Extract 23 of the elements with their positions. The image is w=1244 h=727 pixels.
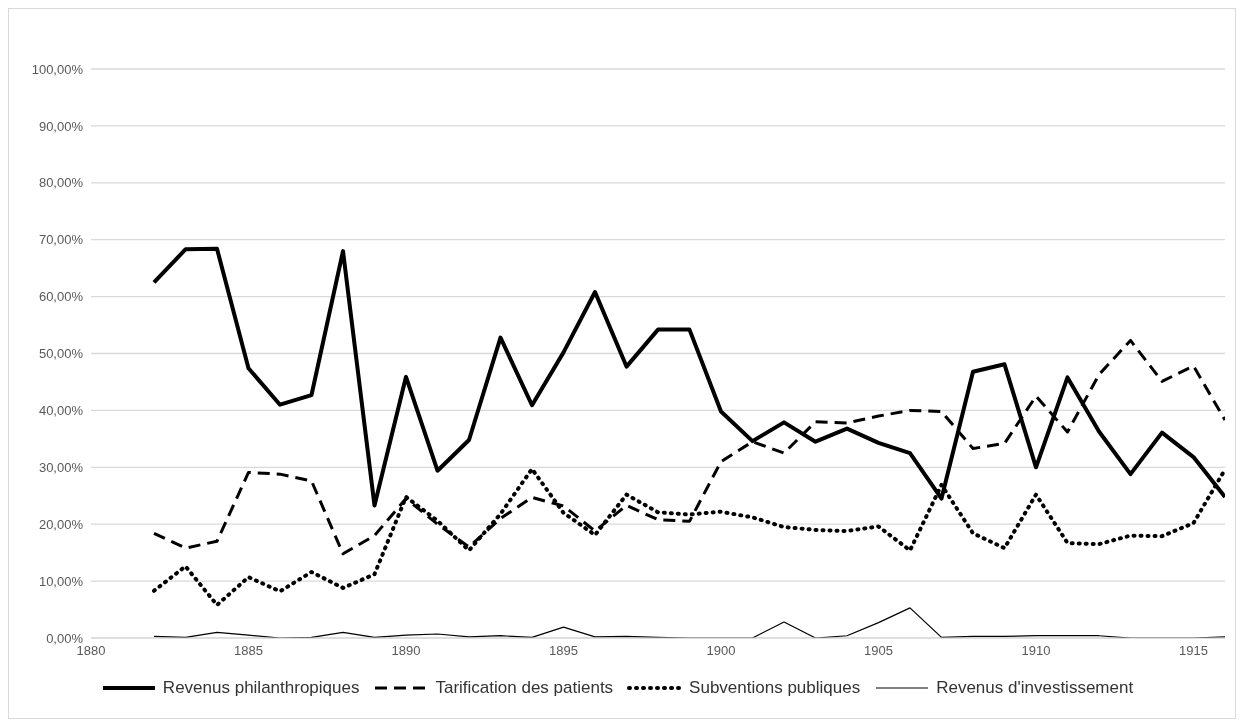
y-tick-label: 50,00% [38,346,84,362]
x-tick-label: 1915 [1179,643,1208,659]
x-tick-label: 1895 [549,643,578,659]
y-tick-label: 60,00% [38,289,84,305]
y-tick-label: 100,00% [31,61,84,77]
x-tick-label: 1885 [234,643,263,659]
y-tick-label: 40,00% [38,403,84,419]
x-tick-label: 1890 [391,643,421,659]
y-tick-label: 10,00% [38,573,84,589]
y-tick-label: 80,00% [38,175,84,191]
x-tick-label: 1880 [76,643,106,659]
x-tick-label: 1905 [864,643,893,659]
x-tick-label: 1910 [1021,643,1051,659]
y-tick-label: 70,00% [38,232,84,248]
legend-label: Subventions publiques [689,678,861,698]
x-tick-label: 1900 [706,643,736,659]
legend-label: Tarification des patients [435,678,614,698]
legend-label: Revenus d'investissement [936,678,1134,698]
y-tick-label: 90,00% [38,118,84,134]
legend-label: Revenus philanthropiques [162,678,360,698]
y-tick-label: 0,00% [46,630,84,646]
y-tick-label: 20,00% [38,516,84,532]
y-tick-label: 30,00% [38,459,84,475]
